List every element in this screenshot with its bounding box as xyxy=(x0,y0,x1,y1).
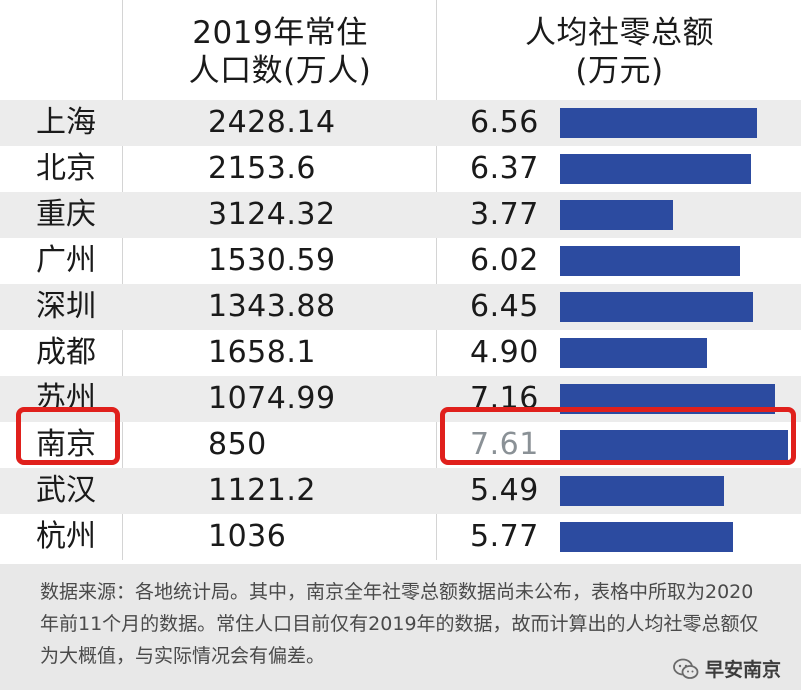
row-city: 上海 xyxy=(36,105,96,140)
row-population: 1343.88 xyxy=(208,289,336,324)
row-population: 1658.1 xyxy=(208,335,316,370)
table-row: 广州 1530.59 6.02 xyxy=(0,238,801,284)
source-note: 数据来源：各地统计局。其中，南京全年社零总额数据尚未公布，表格中所取为2020年… xyxy=(40,581,759,667)
row-bar xyxy=(560,200,673,230)
row-population: 1074.99 xyxy=(208,381,336,416)
row-per-capita-value: 7.61 xyxy=(470,427,539,462)
row-bar xyxy=(560,108,757,138)
column-divider xyxy=(122,0,123,560)
row-population: 1036 xyxy=(208,519,287,554)
row-city: 重庆 xyxy=(36,197,96,232)
row-population: 1530.59 xyxy=(208,243,336,278)
column-divider xyxy=(436,0,437,560)
row-per-capita-value: 6.45 xyxy=(470,289,539,324)
wechat-icon xyxy=(673,658,699,679)
row-population: 2153.6 xyxy=(208,151,316,186)
row-city: 南京 xyxy=(36,427,96,462)
brand-name: 早安南京 xyxy=(704,659,781,681)
table-row: 成都 1658.1 4.90 xyxy=(0,330,801,376)
table-row: 武汉 1121.2 5.49 xyxy=(0,468,801,514)
row-population: 3124.32 xyxy=(208,197,336,232)
table-row: 杭州 1036 5.77 xyxy=(0,514,801,560)
row-city: 深圳 xyxy=(36,289,96,324)
header-population: 2019年常住 人口数(万人) xyxy=(124,14,436,90)
row-per-capita-value: 5.77 xyxy=(470,519,539,554)
row-bar xyxy=(560,430,788,460)
header-population-line1: 2019年常住 xyxy=(192,15,368,51)
table-row: 南京 850 7.61 xyxy=(0,422,801,468)
row-population: 2428.14 xyxy=(208,105,336,140)
row-per-capita-value: 3.77 xyxy=(470,197,539,232)
row-city: 广州 xyxy=(36,243,96,278)
header-per-capita-line1: 人均社零总额 xyxy=(525,15,714,51)
table-row: 上海 2428.14 6.56 xyxy=(0,100,801,146)
row-population: 1121.2 xyxy=(208,473,316,508)
table-row: 重庆 3124.32 3.77 xyxy=(0,192,801,238)
row-per-capita-value: 6.02 xyxy=(470,243,539,278)
row-bar xyxy=(560,292,753,322)
highlight-box-city xyxy=(16,407,120,465)
table-row: 苏州 1074.99 7.16 xyxy=(0,376,801,422)
row-per-capita-value: 6.56 xyxy=(470,105,539,140)
header-population-line2: 人口数(万人) xyxy=(188,53,372,89)
row-bar xyxy=(560,338,707,368)
row-per-capita-value: 5.49 xyxy=(470,473,539,508)
row-city: 武汉 xyxy=(36,473,96,508)
row-per-capita-value: 4.90 xyxy=(470,335,539,370)
brand: 早安南京 xyxy=(673,655,781,682)
row-per-capita-value: 6.37 xyxy=(470,151,539,186)
row-bar xyxy=(560,154,751,184)
header-per-capita: 人均社零总额 (万元) xyxy=(438,14,801,90)
table-row: 深圳 1343.88 6.45 xyxy=(0,284,801,330)
data-table: 2019年常住 人口数(万人) 人均社零总额 (万元) 上海 2428.14 6.5… xyxy=(0,0,801,560)
footer: 数据来源：各地统计局。其中，南京全年社零总额数据尚未公布，表格中所取为2020年… xyxy=(0,564,801,690)
row-bar xyxy=(560,522,733,552)
row-bar xyxy=(560,246,740,276)
row-city: 成都 xyxy=(36,335,96,370)
table-row: 北京 2153.6 6.37 xyxy=(0,146,801,192)
row-population: 850 xyxy=(208,427,267,462)
row-city: 北京 xyxy=(36,151,96,186)
row-bar xyxy=(560,476,724,506)
row-city: 杭州 xyxy=(36,519,96,554)
header-per-capita-line2: (万元) xyxy=(575,53,664,89)
highlight-box-value xyxy=(440,407,796,465)
